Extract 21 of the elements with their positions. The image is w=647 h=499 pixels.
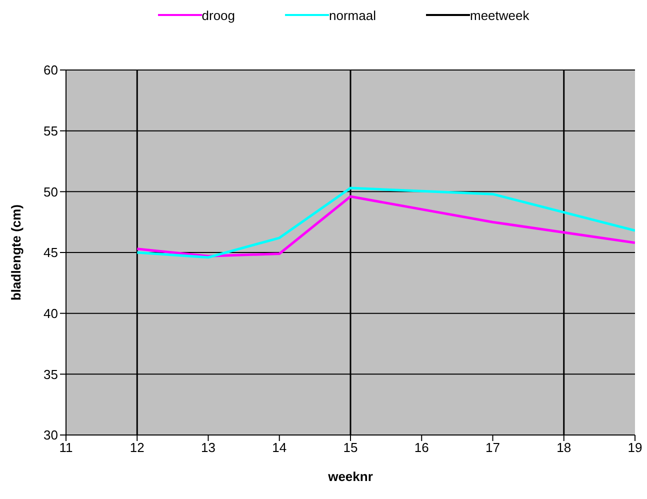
y-tick-label: 60 (44, 62, 58, 78)
y-tick-label: 40 (44, 306, 58, 321)
x-tick-label: 14 (272, 440, 287, 456)
y-axis-title: bladlengte (cm) (8, 204, 24, 301)
y-tick-label: 35 (44, 366, 58, 382)
x-tick-label: 19 (628, 440, 642, 456)
x-tick-label: 17 (486, 440, 500, 456)
x-tick-label: 18 (556, 440, 572, 456)
legend-label: droog (202, 8, 236, 22)
x-tick-label: 16 (414, 440, 429, 456)
y-tick-label: 45 (44, 245, 58, 260)
y-tick-label: 55 (44, 123, 58, 138)
x-tick-label: 13 (201, 440, 216, 456)
x-tick-label: 12 (130, 440, 144, 456)
legend-label: meetweek (470, 8, 530, 22)
y-tick-label: 30 (44, 428, 58, 443)
legend-label: normaal (329, 8, 376, 22)
x-tick-label: 11 (59, 440, 73, 456)
x-axis-title: weeknr (327, 469, 373, 484)
x-tick-label: 15 (343, 440, 358, 456)
y-tick-label: 50 (44, 184, 58, 200)
